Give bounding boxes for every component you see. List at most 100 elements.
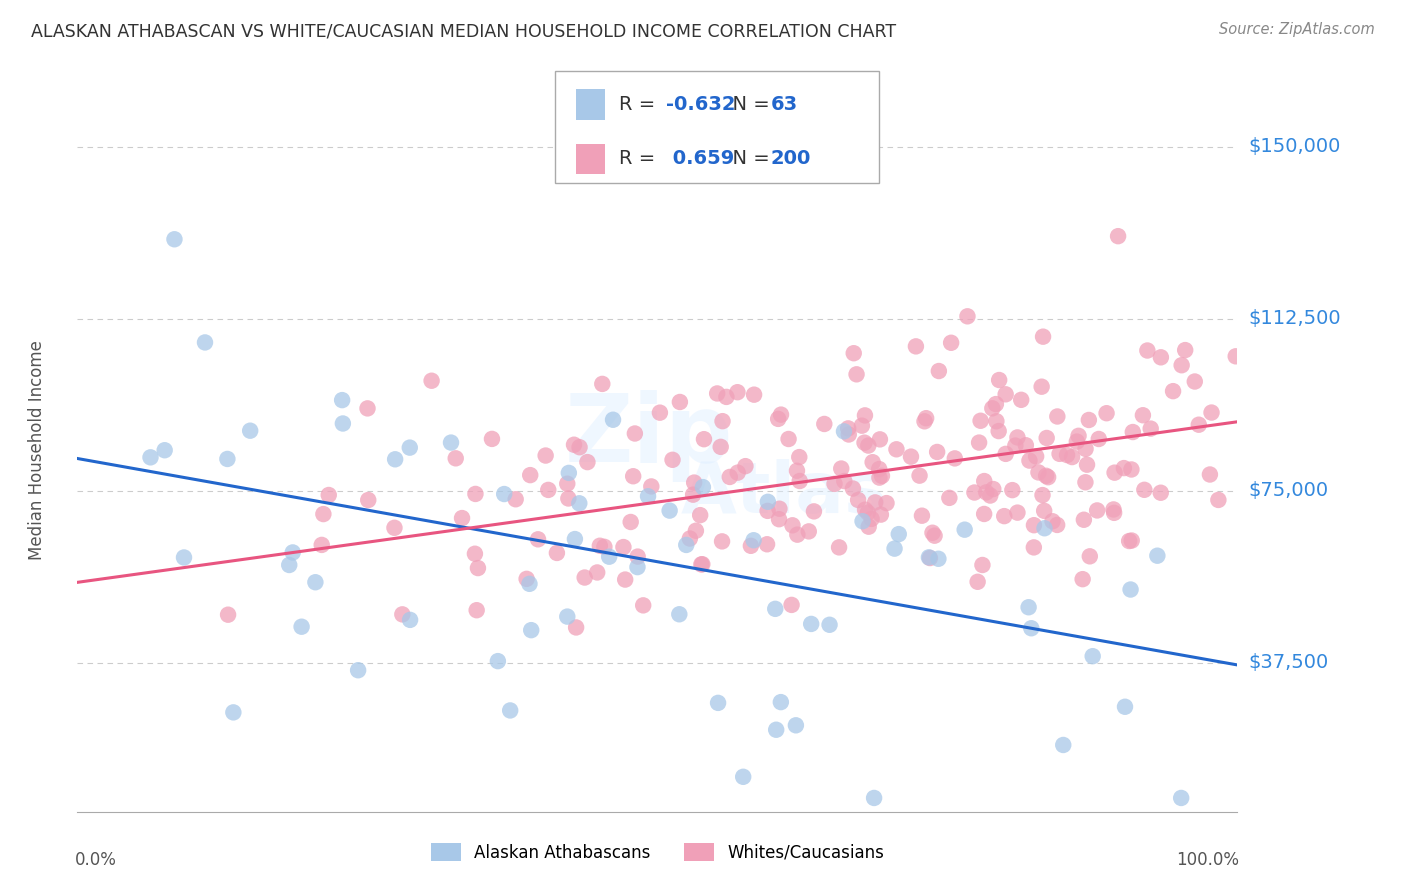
Point bbox=[1188, 417, 1211, 432]
Point bbox=[357, 493, 380, 508]
Point bbox=[620, 515, 643, 529]
Point bbox=[994, 387, 1017, 401]
Point bbox=[668, 607, 690, 622]
Point bbox=[742, 533, 765, 548]
Point bbox=[837, 421, 859, 435]
Point bbox=[832, 425, 855, 439]
Point bbox=[451, 511, 474, 525]
Point bbox=[1076, 458, 1098, 472]
Point bbox=[398, 441, 420, 455]
Point bbox=[824, 476, 846, 491]
Point bbox=[1122, 425, 1144, 439]
Point bbox=[555, 476, 578, 491]
Point bbox=[464, 547, 486, 561]
Point bbox=[921, 525, 943, 540]
Point bbox=[564, 532, 586, 546]
Point bbox=[993, 509, 1015, 524]
Point bbox=[979, 489, 1001, 503]
Point bbox=[589, 539, 612, 553]
Point bbox=[685, 524, 707, 538]
Point bbox=[1007, 506, 1029, 520]
Point bbox=[562, 438, 585, 452]
Point bbox=[711, 414, 734, 428]
Text: Median Household Income: Median Household Income bbox=[28, 341, 46, 560]
Point bbox=[974, 485, 997, 500]
Point bbox=[318, 488, 340, 502]
Point bbox=[981, 401, 1004, 416]
Point bbox=[217, 452, 239, 467]
Point bbox=[505, 492, 527, 507]
Point bbox=[797, 524, 820, 539]
Point bbox=[1078, 549, 1101, 564]
Point bbox=[1031, 380, 1053, 394]
Point bbox=[1121, 462, 1143, 476]
Point bbox=[876, 496, 898, 510]
Point bbox=[624, 426, 647, 441]
Point bbox=[347, 663, 370, 677]
Point bbox=[1161, 384, 1184, 399]
Point bbox=[631, 599, 654, 613]
Point bbox=[986, 414, 1008, 428]
Point bbox=[576, 455, 599, 469]
Point bbox=[870, 468, 893, 483]
Point bbox=[679, 532, 702, 546]
Point bbox=[787, 450, 810, 464]
Point bbox=[1174, 343, 1197, 357]
Point bbox=[914, 414, 936, 428]
Point bbox=[900, 450, 922, 464]
Point bbox=[842, 482, 865, 496]
Point bbox=[846, 493, 869, 508]
Point bbox=[1021, 621, 1043, 635]
Text: R =: R = bbox=[619, 95, 661, 114]
Point bbox=[1199, 467, 1222, 482]
Point bbox=[1033, 504, 1056, 518]
Point bbox=[640, 479, 662, 493]
Point bbox=[938, 491, 960, 505]
Point bbox=[718, 470, 741, 484]
Point bbox=[766, 412, 789, 426]
Point bbox=[863, 495, 886, 509]
Text: $37,500: $37,500 bbox=[1249, 653, 1329, 673]
Point bbox=[467, 561, 489, 575]
Point bbox=[519, 577, 541, 591]
Point bbox=[621, 469, 644, 483]
Point bbox=[927, 445, 949, 459]
Point bbox=[853, 502, 876, 516]
Point bbox=[420, 374, 443, 388]
Point bbox=[692, 558, 714, 572]
Point bbox=[716, 390, 738, 404]
Point bbox=[555, 609, 578, 624]
Point bbox=[768, 501, 790, 516]
Text: 0.659: 0.659 bbox=[666, 149, 735, 169]
Point bbox=[194, 335, 217, 350]
Point bbox=[1081, 649, 1104, 664]
Point bbox=[1046, 409, 1069, 424]
Point bbox=[1062, 450, 1084, 464]
Point bbox=[956, 310, 979, 324]
Text: $75,000: $75,000 bbox=[1249, 481, 1329, 500]
Point bbox=[973, 474, 995, 488]
Point bbox=[1010, 392, 1032, 407]
Point bbox=[356, 401, 378, 416]
Text: Source: ZipAtlas.com: Source: ZipAtlas.com bbox=[1219, 22, 1375, 37]
Point bbox=[527, 533, 550, 547]
Point bbox=[1036, 470, 1059, 484]
Point bbox=[710, 440, 733, 454]
Point bbox=[1049, 447, 1071, 461]
Point bbox=[1102, 506, 1125, 520]
Point bbox=[1001, 483, 1024, 497]
Point bbox=[139, 450, 162, 465]
Point bbox=[1184, 375, 1206, 389]
Point bbox=[465, 603, 488, 617]
Point bbox=[863, 791, 886, 805]
Point bbox=[883, 541, 905, 556]
Point bbox=[1067, 429, 1090, 443]
Text: N =: N = bbox=[720, 149, 776, 169]
Point bbox=[756, 504, 779, 518]
Point bbox=[782, 518, 804, 533]
Point bbox=[602, 413, 624, 427]
Point bbox=[516, 572, 538, 586]
Point bbox=[786, 527, 808, 541]
Point bbox=[803, 504, 825, 518]
Point bbox=[693, 432, 716, 446]
